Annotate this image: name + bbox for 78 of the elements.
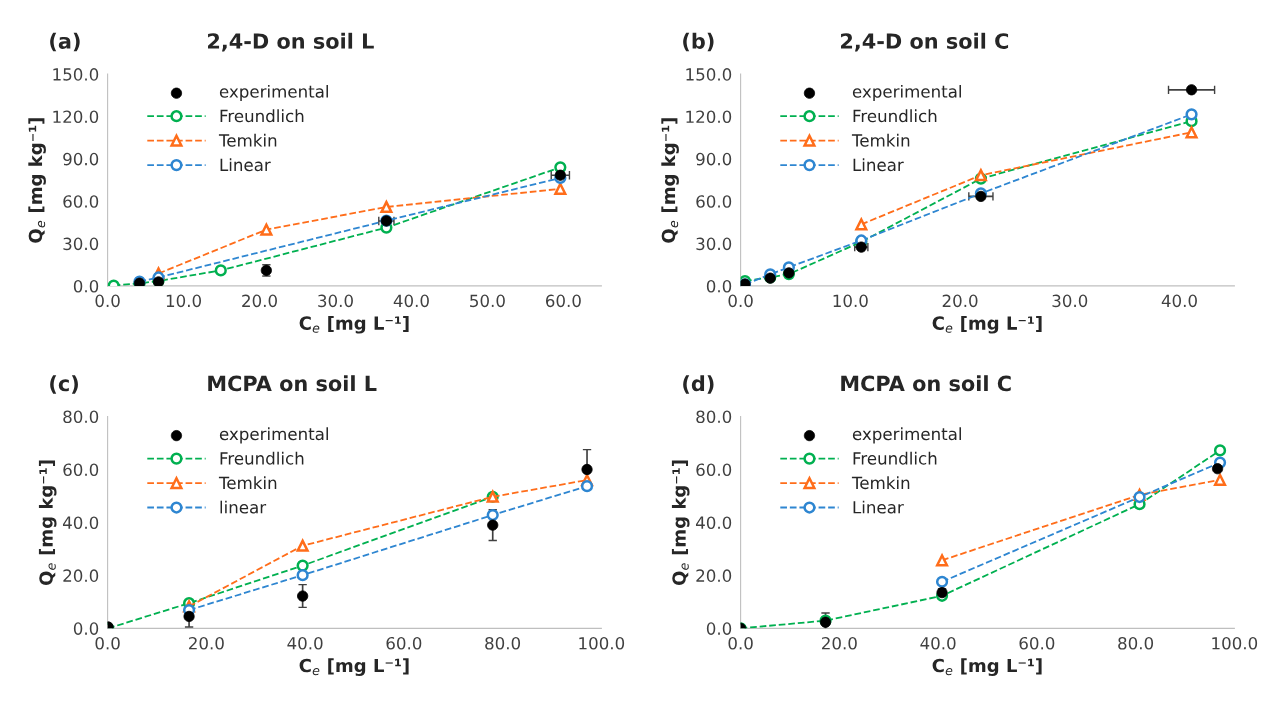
y-tick-label: 0.0 <box>73 622 99 635</box>
y-tick-label: 40.0 <box>695 516 732 530</box>
x-tick-label: 30.0 <box>1052 294 1088 308</box>
y-tick-label: 20.0 <box>63 569 99 582</box>
y-axis-title: Q$_{e}$ [mg kg⁻¹] <box>28 118 46 243</box>
chart-title: 2,4-D on soil L <box>208 32 374 52</box>
y-tick-label: 150.0 <box>686 68 732 81</box>
y-tick-label: 90.0 <box>696 152 732 166</box>
x-tick-label: 60.0 <box>545 294 581 308</box>
y-tick-label: 20.0 <box>696 569 732 582</box>
legend-label: linear <box>220 500 267 514</box>
legend-label: Temkin <box>218 476 277 490</box>
y-tick-label: 30.0 <box>63 237 99 251</box>
legend-label: Freundlich <box>853 451 937 465</box>
y-tick-label: 80.0 <box>63 410 99 424</box>
x-tick-label: 20.0 <box>242 294 277 308</box>
y-tick-label: 90.0 <box>63 152 99 166</box>
y-tick-label: 40.0 <box>62 516 99 530</box>
legend-label: Freundlich <box>220 451 304 465</box>
y-tick-label: 60.0 <box>63 195 99 208</box>
x-tick-label: 10.0 <box>166 294 202 308</box>
y-tick-label: 120.0 <box>686 110 732 124</box>
legend-label: experimental <box>219 427 328 444</box>
legend-label: Freundlich <box>220 109 304 123</box>
text: (a) <box>50 32 80 52</box>
legend-label: Temkin <box>218 133 277 147</box>
x-tick-label: 60.0 <box>386 636 422 650</box>
text: (d) <box>683 375 714 394</box>
y-tick-label: 60.0 <box>696 463 732 477</box>
legend-label: Linear <box>220 158 271 172</box>
x-tick-label: 100.0 <box>1212 636 1258 650</box>
x-tick-label: 40.0 <box>393 294 429 308</box>
legend-label: experimental <box>852 84 961 102</box>
legend-label: Linear <box>853 500 904 514</box>
legend-label: experimental <box>219 84 328 102</box>
legend-label: Temkin <box>851 133 910 147</box>
x-tick-label: 50.0 <box>470 294 505 308</box>
x-tick-label: 60.0 <box>1019 636 1055 650</box>
y-tick-label: 60.0 <box>696 195 732 208</box>
chart-title: MCPA on soil C <box>841 375 1011 392</box>
y-axis-title: Q$_{e}$ [mg kg⁻¹] <box>661 118 679 243</box>
x-tick-label: 40.0 <box>287 636 323 650</box>
y-tick-label: 30.0 <box>696 237 732 251</box>
x-tick-label: 0.0 <box>728 294 753 308</box>
x-tick-label: 0.0 <box>95 636 120 650</box>
y-tick-label: 150.0 <box>53 68 99 81</box>
legend-label: experimental <box>852 427 961 444</box>
x-tick-label: 0.0 <box>728 636 753 650</box>
x-tick-label: 100.0 <box>579 636 625 650</box>
x-tick-label: 80.0 <box>1118 636 1154 650</box>
y-tick-label: 80.0 <box>696 410 732 424</box>
x-tick-label: 30.0 <box>318 294 353 308</box>
y-tick-label: 0.0 <box>73 279 99 293</box>
x-tick-label: 20.0 <box>189 636 224 650</box>
x-axis-title: C$_{e}$ [mg L⁻¹] <box>932 658 1042 676</box>
chart-title: 2,4-D on soil C <box>841 32 1009 52</box>
x-axis-title: C$_{e}$ [mg L⁻¹] <box>299 315 409 334</box>
chart-title: MCPA on soil L <box>208 375 377 392</box>
y-axis-title: Q$_{e}$ [mg kg⁻¹] <box>38 460 57 586</box>
y-tick-label: 0.0 <box>706 279 732 293</box>
x-tick-label: 0.0 <box>95 294 120 308</box>
x-tick-label: 20.0 <box>822 636 857 650</box>
x-tick-label: 10.0 <box>833 294 868 308</box>
y-tick-label: 0.0 <box>706 622 732 635</box>
y-axis-title: Q$_{e}$ [mg kg⁻¹] <box>671 460 690 586</box>
legend-label: Freundlich <box>853 109 937 123</box>
y-tick-label: 60.0 <box>63 463 99 477</box>
y-tick-label: 120.0 <box>53 110 99 124</box>
text: (b) <box>683 32 714 52</box>
legend-label: Temkin <box>851 476 910 490</box>
x-tick-label: 40.0 <box>1161 294 1197 308</box>
x-axis-title: C$_{e}$ [mg L⁻¹] <box>932 315 1042 334</box>
text: (c) <box>50 375 78 394</box>
x-tick-label: 20.0 <box>942 294 978 308</box>
x-tick-label: 40.0 <box>920 636 956 650</box>
x-axis-title: C$_{e}$ [mg L⁻¹] <box>299 658 409 676</box>
x-tick-label: 80.0 <box>485 636 521 650</box>
legend-label: Linear <box>853 158 904 172</box>
